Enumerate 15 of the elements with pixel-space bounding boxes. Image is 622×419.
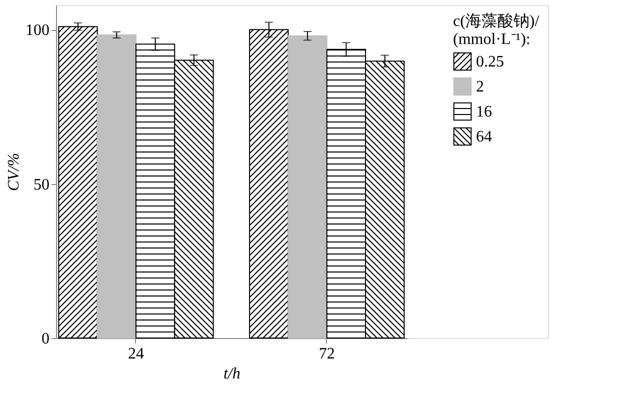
y-tick-label: 100 [26, 22, 50, 40]
y-tick-label: 50 [34, 176, 50, 194]
x-tick-label: 24 [128, 346, 144, 362]
legend-title: c(海藻酸钠)/ (mmol·L⁻¹): [453, 12, 540, 48]
y-tick-label: 0 [42, 330, 50, 348]
x-tick-label: 72 [318, 346, 335, 362]
legend-label: 64 [476, 128, 492, 146]
bar [96, 34, 136, 338]
legend-label: 0.25 [476, 54, 504, 70]
x-axis-title: t/h [223, 366, 240, 382]
legend-label: 16 [476, 104, 492, 120]
bar [288, 35, 328, 338]
legend-label: 2 [476, 78, 484, 96]
y-axis-title: CV/% [6, 152, 22, 192]
bar [58, 26, 98, 338]
